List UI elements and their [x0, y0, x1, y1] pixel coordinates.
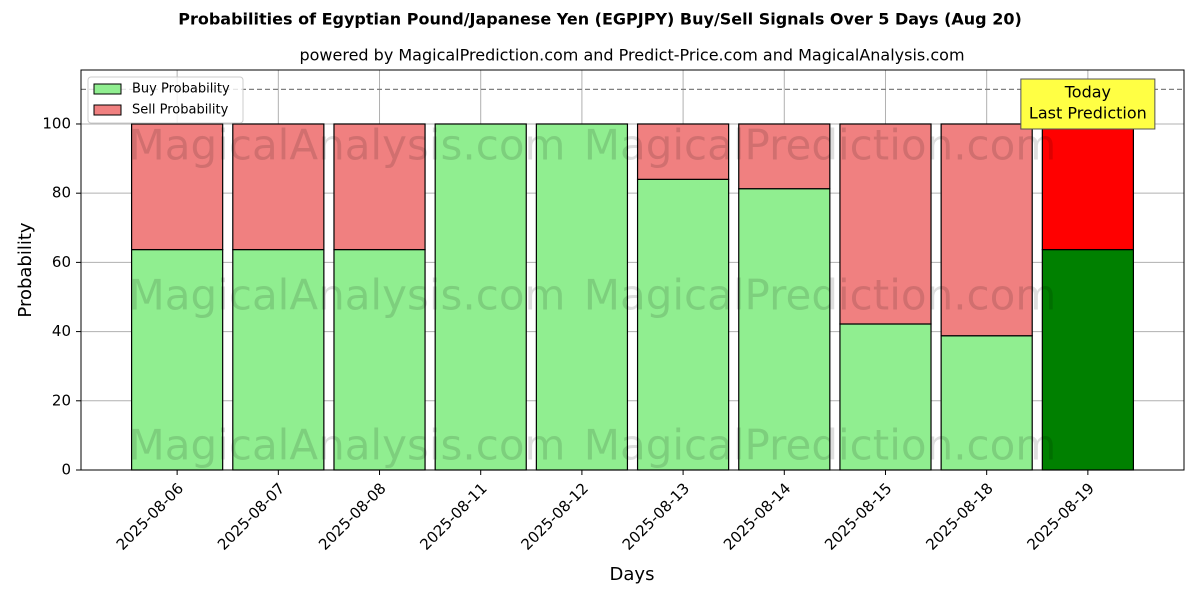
y-tick-label: 100 — [42, 114, 71, 132]
bar — [738, 123, 831, 190]
bar — [232, 123, 325, 251]
bar — [130, 123, 224, 251]
x-tick-label: 2025-08-19 — [1023, 479, 1097, 553]
bar — [130, 248, 224, 471]
y-tick-label: 60 — [52, 253, 71, 271]
y-axis-label: Probability — [15, 222, 36, 317]
watermark: MagicalPrediction.com — [584, 121, 1057, 170]
bar — [940, 335, 1033, 471]
x-axis-label: Days — [610, 564, 655, 585]
legend-label: Sell Probability — [132, 103, 229, 118]
y-tick-label: 80 — [52, 184, 71, 202]
x-tick-label: 2025-08-12 — [518, 479, 592, 553]
annotation-box — [1020, 78, 1156, 130]
bars — [130, 123, 1135, 471]
annotation: Last Prediction — [1029, 104, 1147, 123]
bar — [333, 123, 426, 251]
plot-frame — [80, 69, 1185, 471]
legend-swatch — [93, 104, 122, 116]
chart-subtitle: powered by MagicalPrediction.com and Pre… — [299, 46, 964, 65]
x-tick-label: 2025-08-15 — [821, 479, 895, 553]
watermark: MagicalAnalysis.com — [129, 271, 566, 320]
annotation: Today — [1064, 83, 1111, 102]
bar — [434, 123, 527, 471]
y-tick-label: 20 — [52, 391, 71, 409]
legend-label: Buy Probability — [132, 82, 230, 97]
x-tick-label: 2025-08-07 — [214, 479, 288, 553]
watermark: MagicalAnalysis.com — [129, 421, 566, 470]
bar — [333, 248, 426, 471]
bar — [839, 123, 932, 325]
overlay: 0 20 40 60 80 100 2025-08-06 2025-08-07 2025-08-… — [42, 69, 1185, 554]
watermark: MagicalPrediction.com — [584, 271, 1057, 320]
x-tick-label: 2025-08-13 — [619, 479, 693, 553]
bar — [636, 178, 730, 471]
bar — [839, 323, 932, 471]
x-tick-label: 2025-08-11 — [416, 479, 490, 553]
x-tick-label: 2025-08-08 — [315, 479, 389, 553]
chart-title: Probabilities of Egyptian Pound/Japanese… — [178, 10, 1022, 29]
watermark: MagicalAnalysis.com — [129, 121, 566, 170]
x-tick-label: 2025-08-14 — [720, 479, 794, 553]
y-tick-label: 0 — [61, 461, 71, 479]
x-tick-label: 2025-08-06 — [113, 479, 187, 553]
bar — [940, 123, 1033, 337]
x-tick-label: 2025-08-18 — [922, 479, 996, 553]
watermark: MagicalPrediction.com — [584, 421, 1057, 470]
bar — [1041, 248, 1135, 471]
bar — [738, 188, 831, 471]
legend-swatch — [93, 83, 122, 95]
legend-box — [87, 76, 244, 124]
y-tick-label: 40 — [52, 322, 71, 340]
bar — [636, 123, 730, 180]
